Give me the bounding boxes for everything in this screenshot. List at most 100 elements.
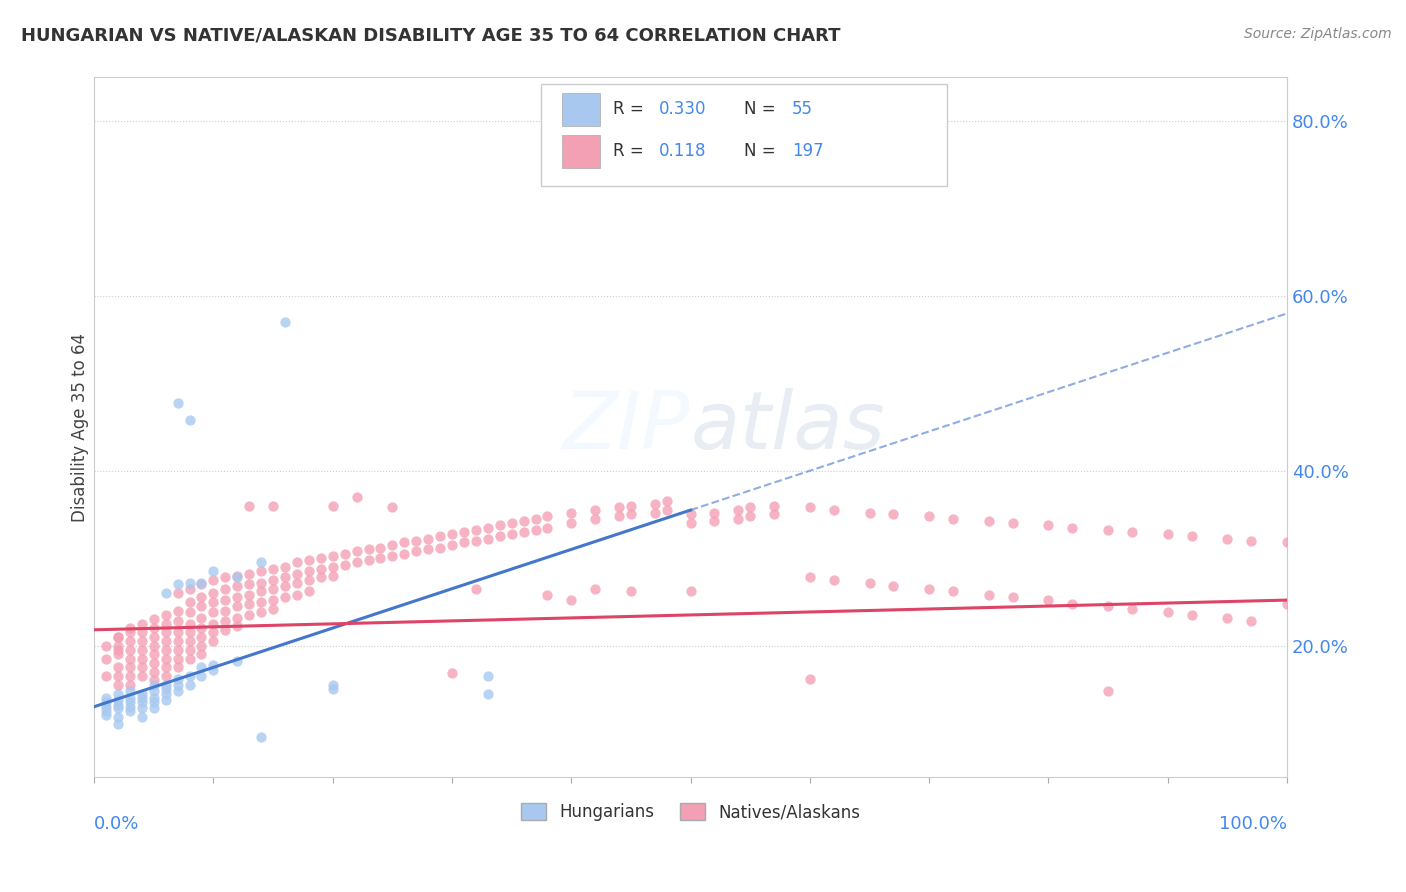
Point: [524, 512, 547, 526]
Point: [250, 564, 273, 578]
Text: N =: N =: [744, 142, 782, 160]
FancyBboxPatch shape: [541, 85, 948, 186]
Point: [536, 588, 558, 602]
Point: [190, 599, 212, 614]
Point: [107, 639, 129, 653]
Point: [322, 568, 344, 582]
Point: [333, 547, 356, 561]
Point: [131, 695, 153, 709]
Point: [166, 614, 188, 628]
Point: [94, 699, 117, 714]
Point: [512, 524, 534, 539]
Point: [1001, 591, 1024, 605]
Point: [179, 575, 201, 590]
Point: [238, 577, 260, 591]
Point: [190, 591, 212, 605]
Point: [346, 490, 368, 504]
Point: [155, 607, 177, 622]
Point: [166, 577, 188, 591]
Point: [94, 695, 117, 709]
Point: [142, 612, 165, 626]
Point: [536, 509, 558, 524]
Point: [250, 605, 273, 619]
Point: [226, 568, 249, 582]
Point: [381, 500, 404, 515]
Point: [155, 660, 177, 674]
Point: [1062, 597, 1084, 611]
Point: [418, 542, 440, 557]
Point: [1038, 517, 1060, 532]
Point: [1181, 529, 1204, 543]
Point: [166, 660, 188, 674]
Point: [166, 643, 188, 657]
Point: [298, 564, 321, 578]
Point: [166, 586, 188, 600]
Point: [512, 515, 534, 529]
Point: [1157, 526, 1180, 541]
Point: [238, 607, 260, 622]
Point: [322, 560, 344, 574]
Point: [179, 651, 201, 665]
Point: [214, 603, 236, 617]
Point: [823, 503, 845, 517]
Point: [166, 395, 188, 409]
Point: [155, 643, 177, 657]
Point: [142, 673, 165, 688]
Point: [918, 509, 941, 524]
Point: [501, 516, 523, 531]
Point: [405, 533, 427, 548]
Point: [346, 556, 368, 570]
FancyBboxPatch shape: [562, 135, 600, 169]
Point: [166, 678, 188, 692]
Point: [644, 497, 666, 511]
Point: [190, 575, 212, 590]
Point: [560, 516, 582, 531]
Point: [179, 413, 201, 427]
Text: 0.118: 0.118: [658, 142, 706, 160]
Point: [298, 584, 321, 599]
Point: [583, 582, 606, 596]
Point: [142, 656, 165, 670]
Point: [190, 630, 212, 644]
Point: [179, 582, 201, 596]
Point: [214, 570, 236, 584]
Point: [727, 512, 749, 526]
Point: [155, 586, 177, 600]
Point: [202, 634, 225, 648]
Point: [131, 710, 153, 724]
Point: [118, 704, 141, 718]
Point: [179, 643, 201, 657]
Point: [107, 710, 129, 724]
Point: [477, 520, 499, 534]
Point: [190, 647, 212, 661]
Point: [202, 605, 225, 619]
Point: [226, 570, 249, 584]
Point: [155, 678, 177, 692]
Text: HUNGARIAN VS NATIVE/ALASKAN DISABILITY AGE 35 TO 64 CORRELATION CHART: HUNGARIAN VS NATIVE/ALASKAN DISABILITY A…: [21, 27, 841, 45]
Point: [142, 630, 165, 644]
Point: [142, 701, 165, 715]
Point: [107, 717, 129, 731]
Point: [381, 549, 404, 564]
Point: [190, 669, 212, 683]
Point: [274, 315, 297, 329]
Point: [274, 560, 297, 574]
Point: [238, 597, 260, 611]
Point: [202, 625, 225, 640]
Point: [226, 610, 249, 624]
Point: [799, 672, 821, 686]
Point: [94, 708, 117, 723]
Point: [118, 699, 141, 714]
Point: [142, 647, 165, 661]
Point: [226, 579, 249, 593]
Point: [118, 651, 141, 665]
Point: [620, 584, 643, 599]
Point: [107, 678, 129, 692]
Point: [309, 551, 332, 566]
Point: [655, 503, 678, 517]
Text: 197: 197: [792, 142, 824, 160]
Point: [1121, 524, 1143, 539]
Point: [142, 639, 165, 653]
Point: [357, 553, 380, 567]
Text: 0.0%: 0.0%: [94, 815, 139, 833]
